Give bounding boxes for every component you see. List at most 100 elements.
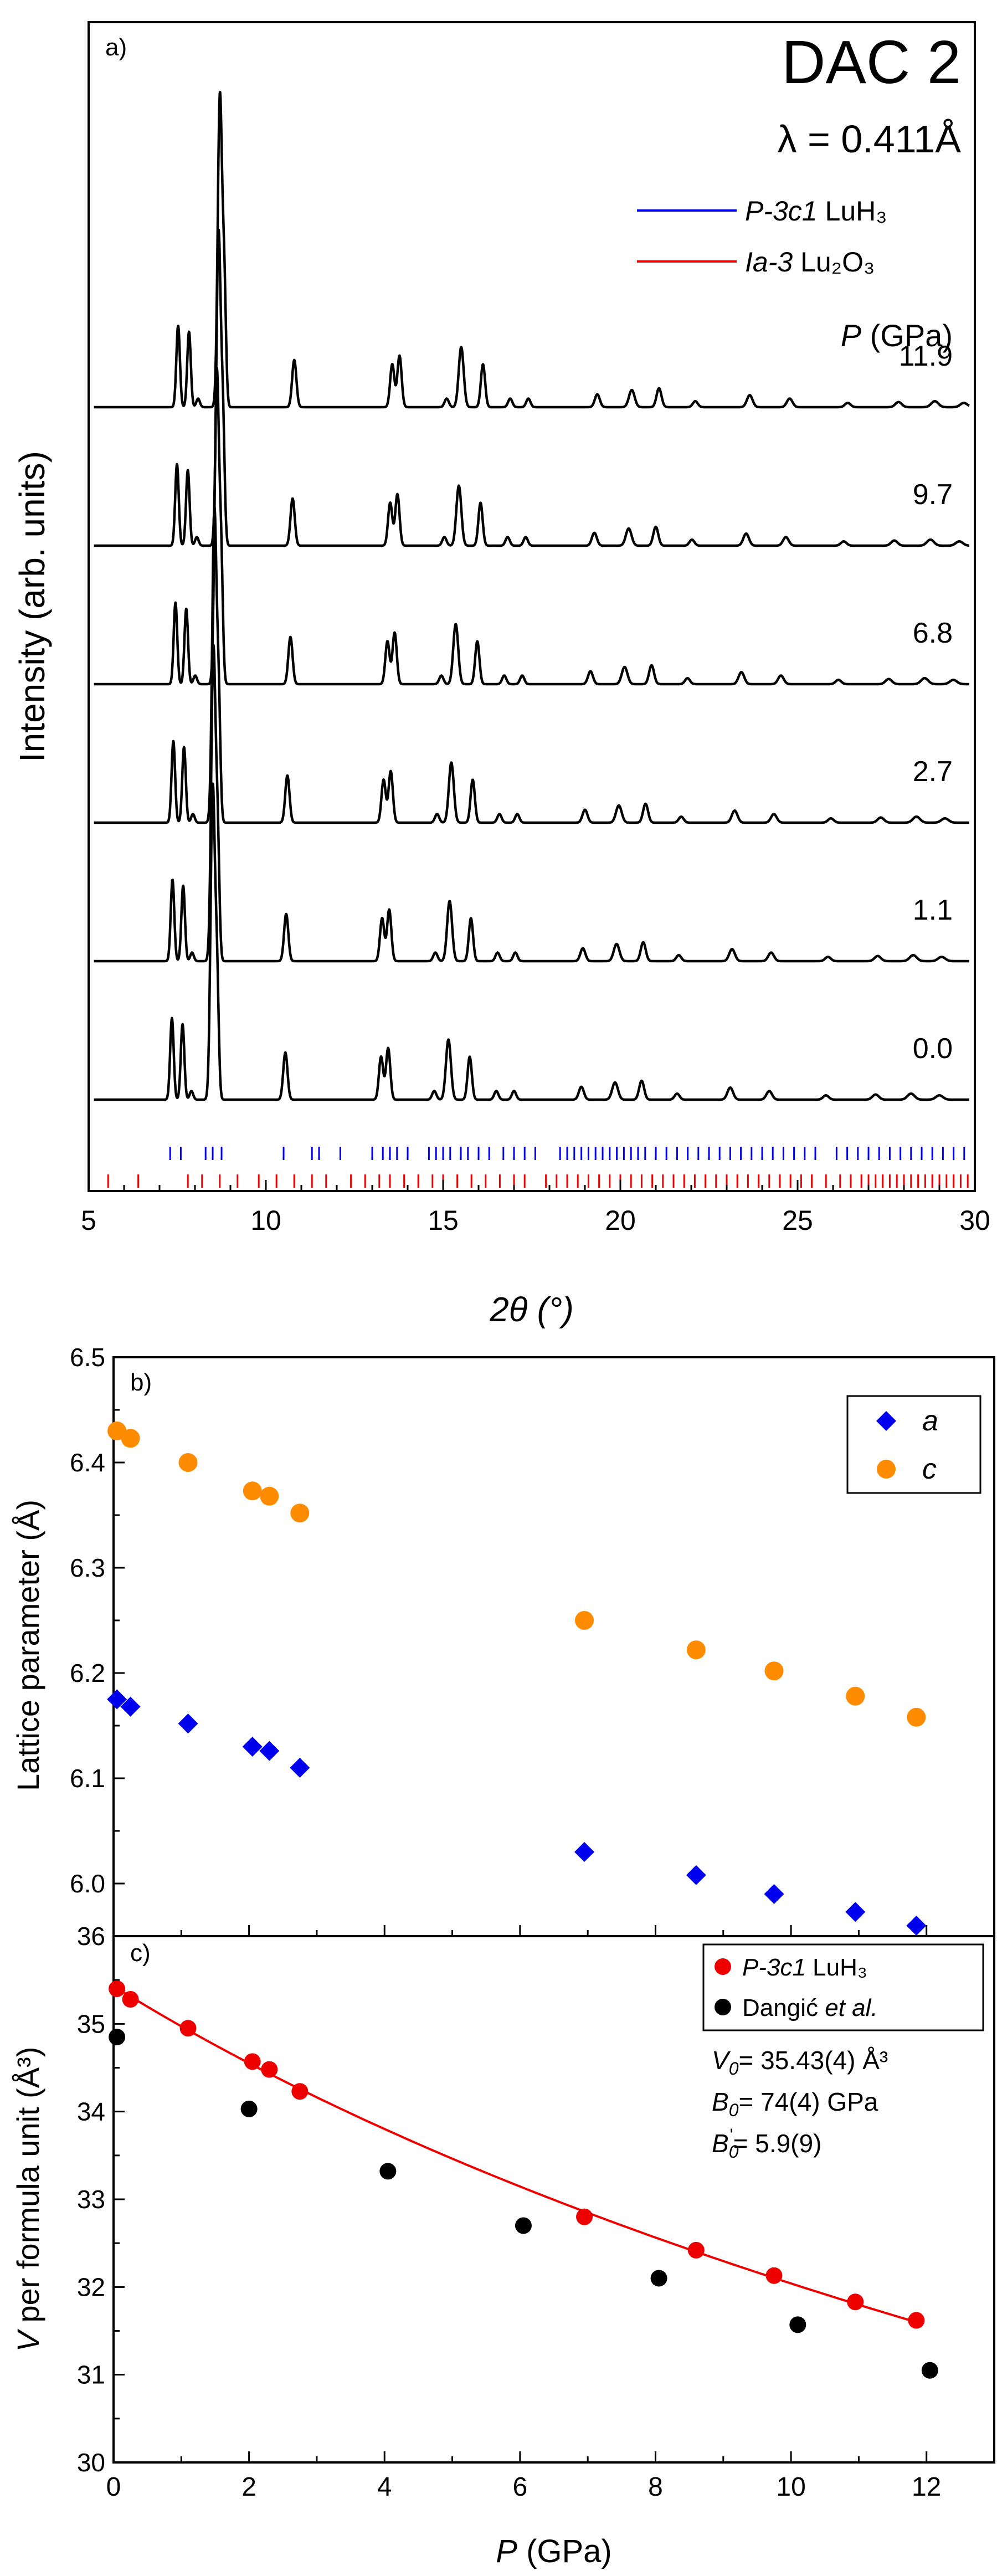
- point-a-3: [242, 1737, 263, 1757]
- point-c-8: [764, 1661, 784, 1681]
- y-tick-label-b-6.0: 6.0: [70, 1869, 105, 1898]
- pattern-9.7-GPa: [92, 228, 970, 547]
- y-tick-label-b-6.1: 6.1: [70, 1764, 105, 1793]
- panel-a: a) DAC 2 λ = 0.411Å P-3c1 LuH₃ Ia-3 Lu₂O…: [12, 21, 990, 1329]
- panel-a-xlabel: 2θ (°): [489, 1291, 573, 1329]
- point-c-10: [907, 1707, 926, 1727]
- pressure-label-9.7: 9.7: [913, 479, 953, 511]
- panel-a-legend: P-3c1 LuH₃ Ia-3 Lu₂O₃ P (GPa): [637, 196, 953, 353]
- panel-b-label: b): [130, 1369, 152, 1396]
- legend-marker-LuH3: [715, 1958, 731, 1975]
- point-LuH3-0: [109, 1980, 126, 1997]
- legend-label-c: c: [922, 1453, 937, 1485]
- x-tick-label-5: 5: [81, 1205, 96, 1236]
- point-a-1: [120, 1696, 141, 1717]
- point-c-7: [686, 1640, 706, 1660]
- point-a-2: [178, 1713, 198, 1734]
- diffraction-patterns: [92, 91, 970, 1101]
- x-tick-label-15: 15: [428, 1205, 459, 1236]
- wavelength-label: λ = 0.411Å: [778, 117, 962, 161]
- panel-a-ylabel: Intensity (arb. units): [12, 451, 52, 762]
- panel-b-legend-box: [846, 1395, 981, 1494]
- legend-label-a: a: [922, 1405, 938, 1437]
- pattern-1.1-GPa: [92, 644, 970, 963]
- legend-label-LuH3-volume: P-3c1 LuH₃: [742, 1954, 867, 1981]
- fit-parameters: V0= 35.43(4) Å³ B0= 74(4) GPa B0'= 5.9(9…: [712, 2046, 888, 2162]
- x-tick-label-c-4: 4: [377, 2472, 392, 2502]
- point-LuH3-9: [847, 2293, 864, 2311]
- point-LuH3-4: [261, 2061, 278, 2078]
- pattern-11.9-GPa: [92, 91, 970, 409]
- legend-label-Lu2O3: Ia-3 Lu₂O₃: [745, 247, 875, 278]
- x-tick-label-c-12: 12: [912, 2472, 941, 2502]
- pattern-2.7-GPa: [92, 505, 970, 824]
- x-tick-label-30: 30: [959, 1205, 990, 1236]
- panel-b: b) 6.0 6.1 6.2 6.3 6.4 6.5 a c Lattice parame…: [11, 1343, 995, 1937]
- volume-points: [109, 1980, 938, 2379]
- y-tick-label-b-6.2: 6.2: [70, 1659, 105, 1687]
- Lu2O3-reflection-ticks: [107, 1174, 969, 1188]
- point-a-7: [686, 1865, 706, 1885]
- pressure-label-1.1: 1.1: [913, 894, 953, 926]
- x-tick-label-c-6: 6: [512, 2472, 527, 2502]
- y-tick-label-c-35: 35: [77, 2009, 105, 2038]
- legend-marker-c: [877, 1460, 896, 1479]
- panel-c: c) 30 31 32 33 34 35 36 P-3c1 LuH₃ Dangić et a…: [11, 1922, 995, 2569]
- panel-c-x-axis: 0 2 4 6 8 10 12: [106, 2451, 995, 2502]
- point-c-5: [290, 1503, 310, 1523]
- x-tick-label-c-8: 8: [648, 2472, 663, 2502]
- point-LuH3-1: [122, 1991, 139, 2008]
- pattern-0.0-GPa: [92, 782, 970, 1101]
- point-a-8: [764, 1884, 784, 1904]
- pressure-label-11.9: 11.9: [899, 340, 953, 372]
- point-a-6: [574, 1842, 595, 1862]
- point-c-1: [121, 1429, 140, 1448]
- x-tick-label-10: 10: [250, 1205, 281, 1236]
- point-a-5: [290, 1758, 310, 1778]
- y-tick-label-c-32: 32: [77, 2272, 105, 2301]
- fit-B0prime: B0'= 5.9(9): [712, 2125, 821, 2162]
- LuH3-reflection-ticks: [169, 1147, 965, 1160]
- panel-c-label: c): [130, 1939, 151, 1967]
- legend-label-dangic: Dangić et al.: [742, 1994, 878, 2021]
- point-LuH3-10: [908, 2312, 925, 2329]
- panel-b-axes: 6.0 6.1 6.2 6.3 6.4 6.5: [70, 1343, 995, 1937]
- point-c-2: [178, 1453, 198, 1472]
- fit-B0: B0= 74(4) GPa: [712, 2087, 878, 2120]
- panel-c-xlabel: P (GPa): [496, 2533, 612, 2569]
- panel-c-ylabel: V per formula unit (Å³): [11, 2047, 45, 2352]
- pressure-label-0.0: 0.0: [913, 1033, 953, 1065]
- point-LuH3-8: [765, 2267, 783, 2284]
- x-tick-label-c-10: 10: [776, 2472, 805, 2502]
- y-tick-label-c-30: 30: [77, 2448, 105, 2477]
- point-dangic-6: [921, 2362, 938, 2379]
- pressure-header: P (GPa): [841, 318, 953, 353]
- point-dangic-0: [109, 2029, 126, 2046]
- x-tick-label-20: 20: [605, 1205, 636, 1236]
- point-LuH3-2: [179, 2020, 197, 2037]
- point-dangic-2: [379, 2163, 397, 2180]
- x-tick-label-25: 25: [782, 1205, 813, 1236]
- point-c-6: [575, 1611, 594, 1630]
- y-tick-label-c-31: 31: [77, 2361, 105, 2389]
- point-dangic-5: [789, 2316, 806, 2333]
- panel-a-x-axis: 5 10 15 20 25 30: [81, 1180, 990, 1236]
- panel-c-legend: P-3c1 LuH₃ Dangić et al.: [702, 1943, 984, 2031]
- panel-a-frame: [88, 21, 976, 1192]
- point-a-0: [107, 1689, 127, 1710]
- legend-label-LuH3: P-3c1 LuH₃: [745, 196, 887, 227]
- fit-V0: V0= 35.43(4) Å³: [712, 2046, 888, 2079]
- panel-b-ylabel: Lattice parameter (Å): [11, 1500, 45, 1791]
- point-LuH3-5: [291, 2083, 309, 2100]
- point-a-10: [906, 1916, 927, 1936]
- panel-b-legend: a c: [846, 1395, 981, 1494]
- panel-a-title: DAC 2: [782, 28, 961, 96]
- point-c-4: [260, 1486, 279, 1506]
- pressure-labels: 0.0 1.1 2.7 6.8 9.7 11.9: [899, 340, 953, 1065]
- pressure-label-6.8: 6.8: [913, 617, 953, 649]
- point-LuH3-6: [576, 2208, 593, 2225]
- point-c-3: [243, 1481, 262, 1501]
- panel-a-label: a): [105, 34, 127, 61]
- y-tick-label-c-36: 36: [77, 1922, 105, 1951]
